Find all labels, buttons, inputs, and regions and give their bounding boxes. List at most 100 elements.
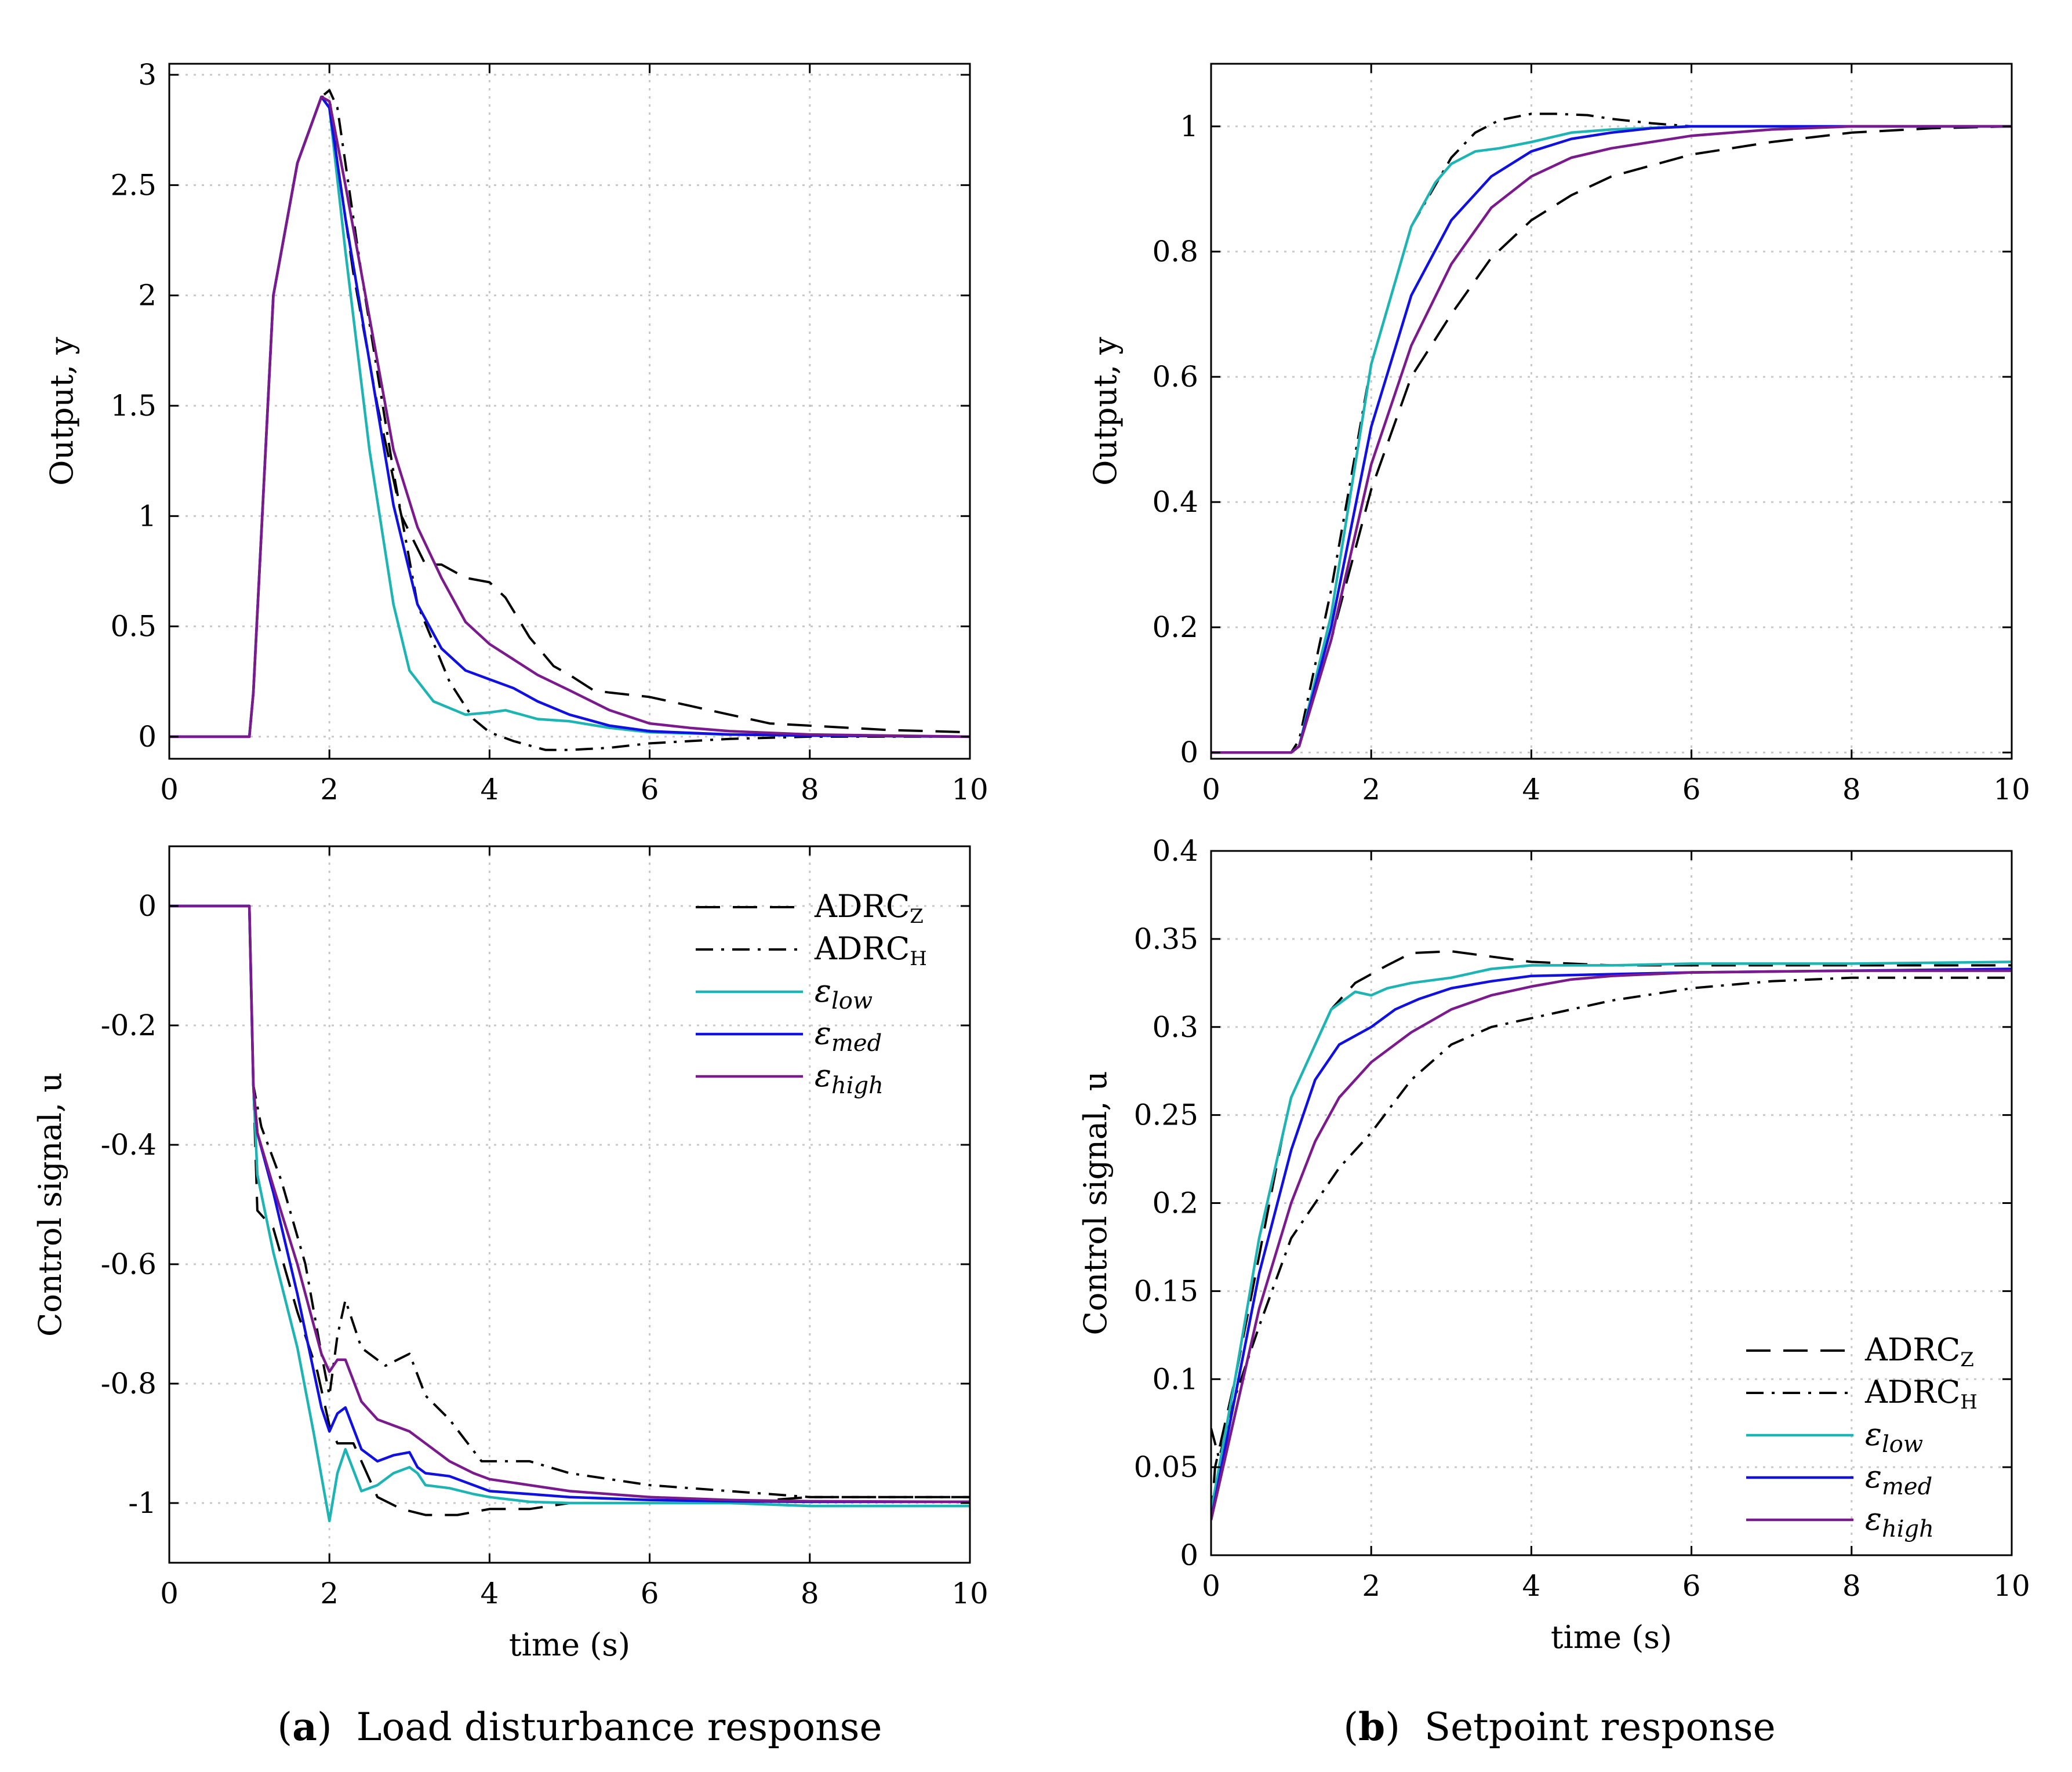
y-tick-label: 2: [138, 279, 157, 312]
series-line-eps-high: [169, 904, 970, 1504]
legend-label-base: ε: [815, 1057, 831, 1094]
x-tick-label: 0: [160, 773, 179, 806]
panel-b-output: 0 2 4 6 8 10 0 0.2 0.4 0.6 0.8 1 Output, y: [1087, 63, 2030, 806]
plot-area: [169, 64, 970, 759]
caption-a-label: a: [292, 1704, 317, 1749]
y-tick-label: 1.5: [110, 389, 157, 423]
y-tick-label: -0.2: [101, 1009, 157, 1042]
x-tick-label: 4: [480, 1577, 499, 1610]
y-axis-label: Output, y: [43, 337, 80, 486]
y-tick-label: 0.4: [1152, 834, 1198, 868]
legend-label-sub: H: [910, 947, 927, 970]
y-axis-label: Control signal, u: [1077, 1071, 1114, 1336]
x-tick-label: 6: [1682, 1569, 1701, 1603]
x-tick-label: 0: [1202, 1569, 1220, 1603]
x-tick-label: 4: [1522, 1569, 1540, 1603]
x-tick-label: 8: [1842, 773, 1861, 806]
legend-label-sub: Z: [1960, 1348, 1974, 1371]
caption-a-text: Load disturbance response: [356, 1705, 882, 1749]
x-tick-label: 8: [1842, 1569, 1861, 1603]
series-line-adrc-h: [169, 905, 970, 1498]
x-tick-label: 0: [160, 1577, 179, 1610]
legend-label-adrc-z: ADRCZ: [814, 888, 924, 928]
series-line-eps-med: [1211, 125, 2012, 754]
x-tick-label: 2: [1362, 1569, 1380, 1603]
y-tick-label: 0: [1180, 1538, 1198, 1572]
series-line-eps-low: [1211, 960, 2012, 1512]
y-tick-label: 0.6: [1152, 360, 1198, 394]
y-tick-label: 0: [138, 889, 157, 923]
legend-label-base: ε: [815, 1015, 831, 1051]
series-group: [1211, 950, 2012, 1520]
legend-label-eps-med: εmed: [815, 1015, 882, 1057]
y-tick-label: -1: [128, 1486, 157, 1520]
y-tick-label: 0: [1180, 736, 1198, 769]
legend-label-base: ADRC: [814, 888, 910, 925]
x-tick-label: 8: [801, 773, 819, 806]
y-tick-label: 0.1: [1152, 1362, 1198, 1396]
y-axis-label: Control signal, u: [32, 1072, 68, 1337]
legend-label-base: ε: [1865, 1501, 1882, 1537]
y-tick-label: 0.35: [1134, 922, 1198, 956]
legend-label-eps-med: εmed: [1865, 1458, 1932, 1500]
legend-label-adrc-h: ADRCH: [814, 930, 927, 970]
caption-b-text: Setpoint response: [1424, 1705, 1776, 1749]
legend-label-base: ADRC: [1864, 1374, 1960, 1410]
y-tick-label: 0.5: [110, 610, 157, 643]
x-tick-label: 0: [1202, 773, 1220, 806]
y-tick-label: 0.8: [1152, 235, 1198, 268]
series-line-eps-high: [1211, 125, 2012, 754]
legend-label-base: ε: [815, 973, 831, 1009]
legend-label-sub: high: [831, 1072, 884, 1099]
panel-a-control-signal: 0 2 4 6 8 10 -1 -0.8 -0.6 -0.4 -0.2 0 time (s) Contro…: [32, 845, 988, 1663]
series-group: [169, 904, 970, 1523]
caption-a: (a) Load disturbance response: [277, 1704, 882, 1749]
x-axis-label: time (s): [1551, 1619, 1672, 1655]
y-tick-label: 0.05: [1134, 1450, 1198, 1484]
y-tick-label: 0.2: [1152, 1187, 1198, 1220]
y-axis-label: Output, y: [1087, 337, 1124, 486]
panel-a-output: 0 2 4 6 8 10 0 0.5 1 1.5 2 2.5 3 Output, y: [43, 58, 988, 806]
y-tick-label: 3: [138, 58, 157, 92]
y-tick-label: 0.25: [1134, 1098, 1198, 1132]
series-line-eps-high: [169, 95, 970, 738]
x-tick-label: 10: [951, 773, 988, 806]
series-line-eps-low: [169, 904, 970, 1523]
x-tick-label: 2: [320, 773, 339, 806]
y-tick-label: 0.15: [1134, 1274, 1198, 1308]
plot-area: [1211, 64, 2012, 759]
y-tick-label: -0.8: [101, 1367, 157, 1400]
y-tick-label: 1: [138, 499, 157, 533]
x-tick-label: 6: [1682, 773, 1701, 806]
legend-label-eps-high: εhigh: [815, 1057, 884, 1099]
axes-frame: [168, 63, 971, 760]
y-tick-label: 0.2: [1152, 610, 1198, 644]
legend-label-eps-low: εlow: [815, 973, 873, 1014]
legend-label-sub: H: [1960, 1391, 1978, 1414]
legend-label-sub: Z: [910, 905, 924, 928]
legend-label-base: ε: [1865, 1458, 1882, 1495]
x-axis-label: time (s): [509, 1627, 630, 1663]
x-tick-label: 4: [1522, 773, 1540, 806]
legend-label-eps-high: εhigh: [1865, 1501, 1934, 1542]
caption-b-label: b: [1358, 1704, 1386, 1749]
x-tick-label: 2: [320, 1577, 339, 1610]
x-tick-label: 2: [1362, 773, 1380, 806]
y-tick-label: -0.4: [101, 1128, 157, 1162]
legend-label-adrc-h: ADRCH: [1864, 1374, 1978, 1414]
legend-label-eps-low: εlow: [1865, 1416, 1923, 1458]
y-tick-label: 0.4: [1152, 485, 1198, 519]
x-tick-label: 8: [801, 1577, 819, 1610]
legend-label-base: ADRC: [1864, 1331, 1960, 1368]
x-tick-label: 6: [641, 773, 659, 806]
series-line-adrc-z: [1211, 125, 2012, 754]
x-tick-label: 10: [951, 1577, 988, 1610]
y-tick-label: 0.3: [1152, 1010, 1198, 1044]
series-line-eps-med: [169, 904, 970, 1504]
legend-label-sub: med: [831, 1030, 882, 1057]
series-line-eps-high: [1211, 969, 2012, 1520]
y-tick-label: -0.6: [101, 1247, 157, 1281]
legend-label-sub: low: [831, 988, 873, 1014]
